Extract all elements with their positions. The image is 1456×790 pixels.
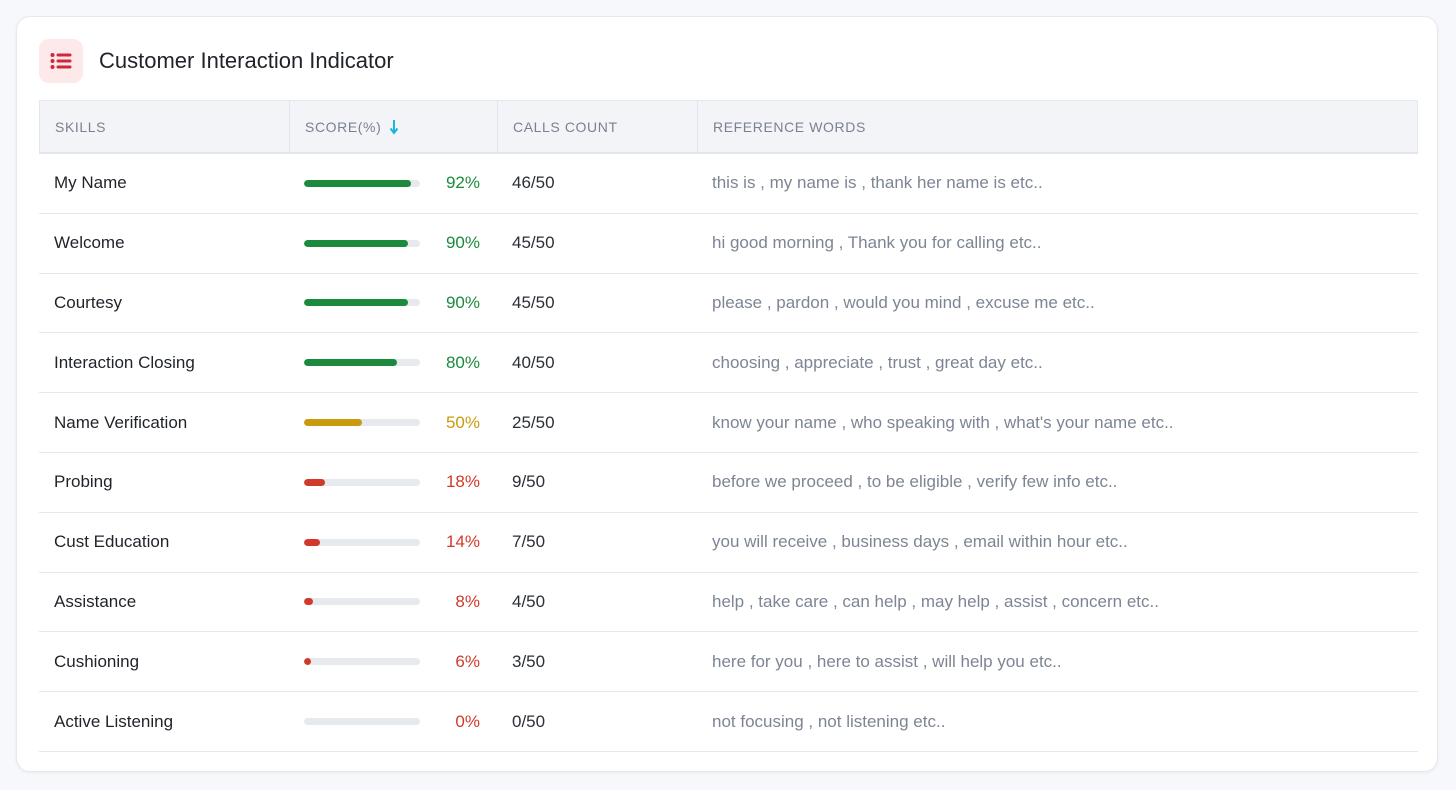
- table-row[interactable]: Assistance 8% 4/50 help , take care , can h…: [39, 573, 1418, 633]
- score-percent: 90%: [445, 292, 480, 312]
- score-progress-fill: [304, 478, 325, 486]
- score-progress-fill: [304, 179, 411, 187]
- arrow-down-icon[interactable]: [389, 119, 399, 135]
- score-cell: 90%: [289, 293, 497, 313]
- skill-name: My Name: [54, 173, 127, 193]
- calls-count: 25/50: [512, 412, 555, 432]
- score-progress-fill: [304, 299, 409, 307]
- customer-interaction-card: Customer Interaction Indicator SKILLS SC…: [16, 16, 1438, 772]
- calls-count: 9/50: [512, 472, 546, 492]
- table-row[interactable]: Welcome 90% 45/50 hi good morning , Thank y…: [39, 214, 1418, 274]
- skill-name: Interaction Closing: [54, 352, 195, 372]
- table-header: SKILLS SCORE(%) CALLS COUNT REFERENCE WO…: [39, 100, 1418, 154]
- score-progress-bar: [304, 419, 420, 427]
- table-row[interactable]: Cushioning 6% 3/50 here for you , here to a…: [39, 632, 1418, 693]
- reference-words: here for you , here to assist , will hel…: [712, 651, 1062, 671]
- reference-words: please , pardon , would you mind , excus…: [712, 292, 1095, 312]
- score-cell: 50%: [289, 413, 497, 433]
- calls-count: 45/50: [512, 292, 555, 312]
- score-cell: 6%: [289, 652, 497, 672]
- list-icon: [39, 39, 83, 83]
- table-row[interactable]: My Name 92% 46/50 this is , my name is , th…: [39, 154, 1418, 214]
- score-progress-bar: [304, 538, 420, 546]
- reference-words: know your name , who speaking with , wha…: [712, 412, 1174, 432]
- score-progress-bar: [304, 179, 420, 187]
- score-cell: 80%: [289, 353, 497, 373]
- skill-name: Active Listening: [54, 711, 174, 731]
- calls-count: 7/50: [512, 532, 546, 552]
- table-row[interactable]: Probing 18% 9/50 before we proceed , to be …: [39, 453, 1418, 513]
- calls-count: 3/50: [512, 651, 546, 671]
- table-row[interactable]: Name Verification 50% 25/50 know your name …: [39, 393, 1418, 453]
- skill-name: Name Verification: [54, 412, 188, 432]
- reference-words: hi good morning , Thank you for calling …: [712, 233, 1042, 253]
- score-progress-bar: [304, 658, 420, 666]
- reference-words: help , take care , can help , may help ,…: [712, 591, 1159, 611]
- score-percent: 92%: [445, 173, 480, 193]
- header-score[interactable]: SCORE(%): [290, 101, 498, 152]
- score-progress-fill: [304, 598, 314, 606]
- score-progress-bar: [304, 239, 420, 247]
- score-cell: 0%: [289, 712, 497, 732]
- score-percent: 8%: [455, 591, 480, 611]
- reference-words: you will receive , business days , email…: [712, 532, 1128, 552]
- score-progress-fill: [304, 419, 362, 427]
- reference-words: not focusing , not listening etc..: [712, 711, 946, 731]
- card-header: Customer Interaction Indicator: [39, 39, 394, 83]
- table-row[interactable]: Courtesy 90% 45/50 please , pardon , would …: [39, 274, 1418, 334]
- skill-name: Cushioning: [54, 651, 140, 671]
- calls-count: 40/50: [512, 352, 555, 372]
- score-progress-fill: [304, 359, 397, 367]
- score-progress-bar: [304, 299, 420, 307]
- header-skills[interactable]: SKILLS: [40, 101, 290, 152]
- reference-words: this is , my name is , thank her name is…: [712, 173, 1043, 193]
- header-score-label: SCORE(%): [305, 118, 382, 135]
- score-percent: 50%: [445, 412, 480, 432]
- reference-words: before we proceed , to be eligible , ver…: [712, 472, 1118, 492]
- skill-name: Courtesy: [54, 292, 123, 312]
- header-reference-words[interactable]: REFERENCE WORDS: [713, 118, 866, 135]
- score-progress-fill: [304, 538, 321, 546]
- score-cell: 18%: [289, 472, 497, 492]
- table-row[interactable]: Cust Education 14% 7/50 you will receive , …: [39, 513, 1418, 573]
- score-progress-bar: [304, 478, 420, 486]
- score-cell: 92%: [289, 173, 497, 193]
- score-cell: 8%: [289, 592, 497, 612]
- score-progress-bar: [304, 598, 420, 606]
- score-percent: 0%: [455, 711, 480, 731]
- skill-name: Cust Education: [54, 532, 170, 552]
- score-percent: 14%: [445, 532, 480, 552]
- score-cell: 90%: [289, 233, 497, 253]
- skill-name: Probing: [54, 472, 113, 492]
- card-title: Customer Interaction Indicator: [99, 48, 394, 73]
- score-progress-bar: [304, 718, 420, 726]
- skills-table: SKILLS SCORE(%) CALLS COUNT REFERENCE WO…: [39, 100, 1418, 752]
- table-row[interactable]: Active Listening 0% 0/50 not focusing , not…: [39, 692, 1418, 752]
- table-row[interactable]: Interaction Closing 80% 40/50 choosing , ap…: [39, 333, 1418, 394]
- header-calls-count[interactable]: CALLS COUNT: [498, 101, 698, 152]
- calls-count: 4/50: [512, 591, 546, 611]
- score-progress-fill: [304, 239, 409, 247]
- score-cell: 14%: [289, 532, 497, 552]
- score-percent: 90%: [445, 233, 480, 253]
- table-body: My Name 92% 46/50 this is , my name is , th…: [39, 154, 1418, 752]
- score-percent: 18%: [445, 472, 480, 492]
- calls-count: 0/50: [512, 711, 546, 731]
- calls-count: 46/50: [512, 173, 555, 193]
- skill-name: Assistance: [54, 591, 137, 611]
- reference-words: choosing , appreciate , trust , great da…: [712, 352, 1043, 372]
- score-progress-fill: [304, 658, 311, 666]
- score-percent: 6%: [455, 651, 480, 671]
- score-percent: 80%: [445, 352, 480, 372]
- calls-count: 45/50: [512, 233, 555, 253]
- score-progress-bar: [304, 359, 420, 367]
- skill-name: Welcome: [54, 233, 125, 253]
